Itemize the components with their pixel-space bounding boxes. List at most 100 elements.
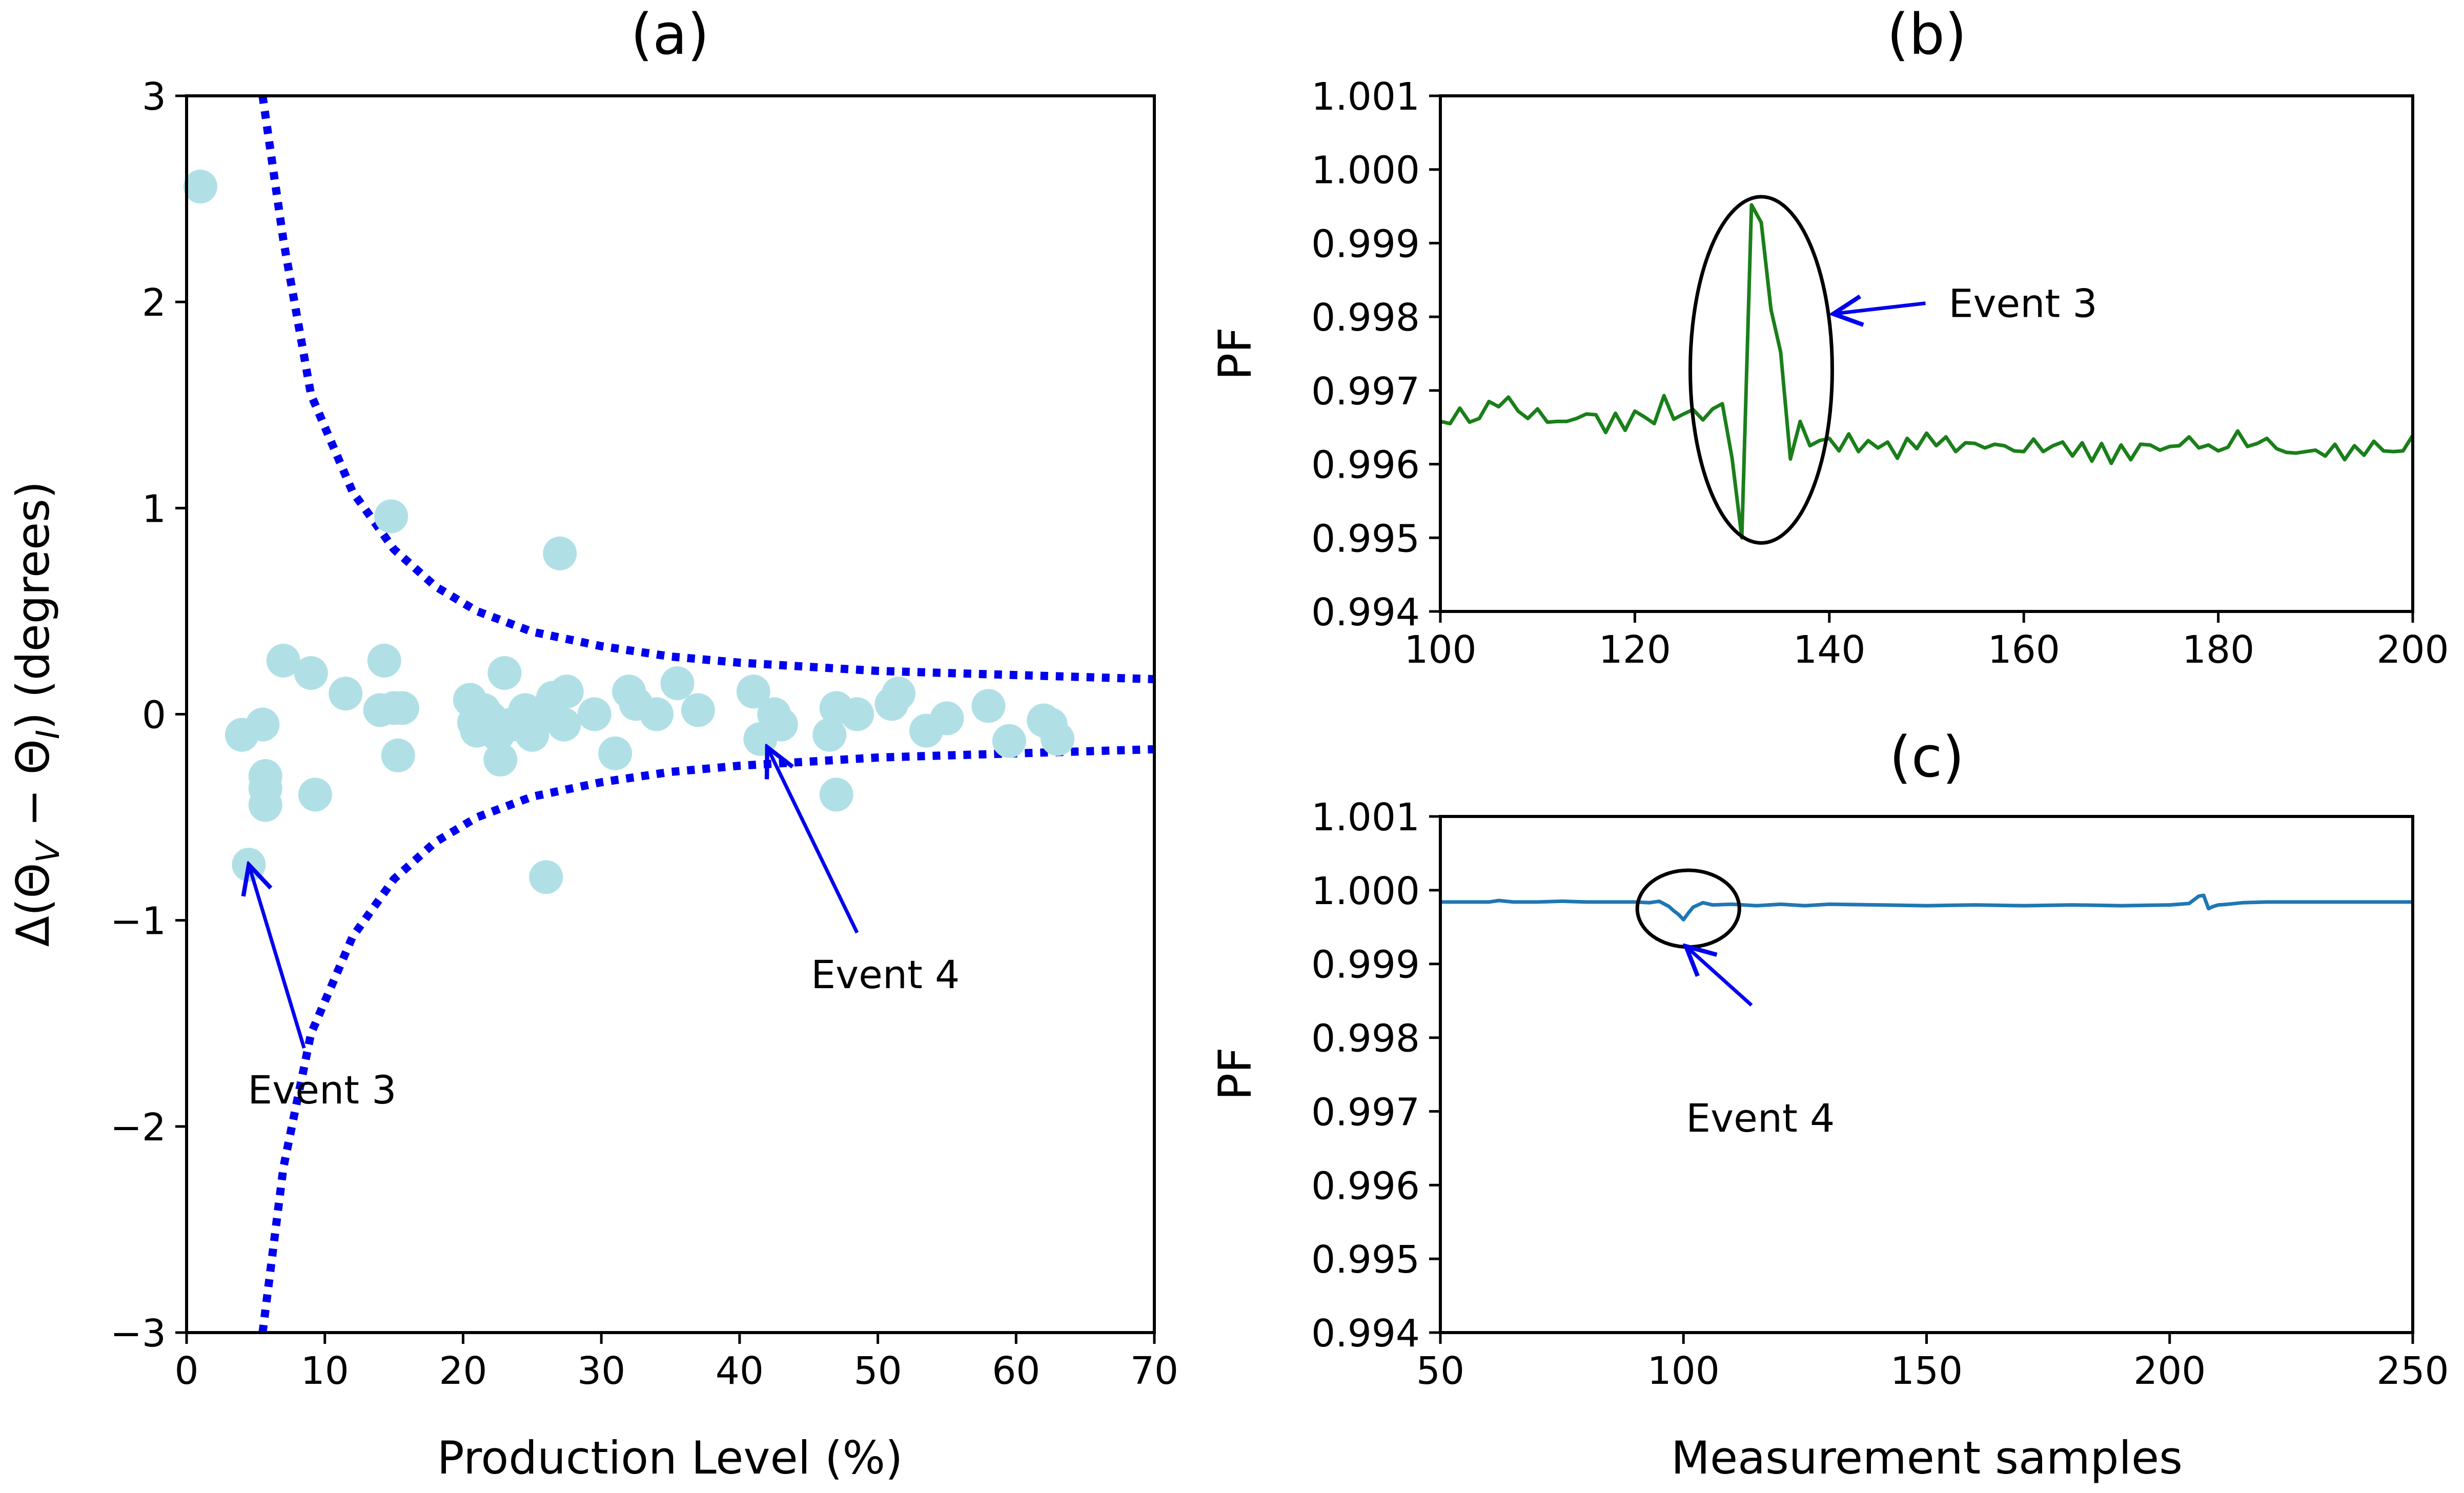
data-point: [681, 693, 715, 727]
event-3-arrow: [1833, 303, 1926, 314]
y-tick-label: −2: [110, 1106, 166, 1150]
y-tick-label: 0.995: [1311, 1238, 1420, 1282]
x-tick-label: 180: [2182, 628, 2254, 672]
data-point: [367, 643, 401, 678]
y-tick-label: 0: [142, 693, 166, 738]
y-tick-label: 0.998: [1311, 296, 1420, 340]
pf-series-line: [1440, 203, 2414, 540]
x-tick-label: 160: [1988, 628, 2060, 672]
data-point: [381, 738, 415, 772]
y-tick-label: 0.999: [1311, 222, 1420, 266]
y-tick-label: 0.998: [1311, 1017, 1420, 1061]
data-point: [547, 707, 581, 742]
panel-c-title: (c): [1889, 724, 1964, 790]
data-point: [736, 674, 770, 709]
panel-c-y-label: PF: [1209, 1047, 1261, 1100]
data-point: [840, 697, 874, 731]
panel-b-plot-frame: [1439, 94, 2414, 613]
y-tick-label: 3: [142, 75, 166, 119]
data-point: [640, 697, 674, 731]
panel-a-y-ticks: −3 −2 −1 0 1 2 3: [110, 75, 187, 1356]
y-tick-label: 0.994: [1311, 1312, 1420, 1356]
data-point: [246, 707, 280, 742]
panel-c-x-label: Measurement samples: [1671, 1431, 2183, 1484]
data-point: [183, 169, 217, 203]
x-tick-label: 200: [2133, 1349, 2206, 1393]
panel-c-plot-frame: [1439, 815, 2414, 1334]
x-tick-label: 70: [1130, 1349, 1178, 1393]
panel-a-x-ticks: 0 10 20 30 40 50 60 70: [174, 1333, 1178, 1393]
event-3-label: Event 3: [1948, 281, 2097, 326]
data-point: [971, 689, 1006, 723]
data-point: [577, 697, 612, 731]
event-4-label: Event 4: [1686, 1095, 1835, 1141]
event-4-arrow: [1686, 946, 1753, 1007]
event-3-arrow: [249, 865, 306, 1049]
data-point: [819, 778, 853, 812]
data-point: [992, 724, 1026, 758]
panel-c-y-ticks: 0.994 0.995 0.996 0.997 0.998 0.999 1.000 1.001: [1311, 795, 1440, 1356]
data-point: [298, 778, 332, 812]
x-tick-label: 0: [174, 1349, 198, 1393]
lower-bound-curve: [258, 745, 1155, 1333]
data-point: [294, 656, 328, 690]
panel-a-points: [183, 169, 1075, 894]
panel-a-bounds: [258, 95, 1155, 1333]
data-point: [374, 499, 409, 534]
y-tick-label: 2: [142, 281, 166, 325]
x-tick-label: 30: [577, 1349, 625, 1393]
y-tick-label: 0.994: [1311, 590, 1420, 635]
x-tick-label: 50: [853, 1349, 902, 1393]
data-point: [764, 707, 798, 742]
event-3-label: Event 3: [248, 1067, 396, 1113]
panel-a: (a) 0 10 20 30 40 50 60 70 −3 −2 −1 0 1 2 3 Productio…: [7, 2, 1178, 1484]
event-4-label: Event 4: [811, 952, 960, 997]
data-point: [529, 860, 563, 894]
x-tick-label: 10: [301, 1349, 349, 1393]
x-tick-label: 100: [1404, 628, 1476, 672]
data-point: [543, 536, 577, 570]
pf-series-line: [1440, 893, 2413, 922]
event-4-highlight-ellipse: [1635, 868, 1741, 949]
y-tick-label: 1.001: [1311, 75, 1420, 119]
panel-b-y-ticks: 0.994 0.995 0.996 0.997 0.998 0.999 1.000 1.001: [1311, 75, 1440, 635]
y-tick-label: −3: [110, 1312, 166, 1356]
event-4-arrow: [767, 747, 859, 934]
data-point: [329, 677, 363, 711]
y-tick-label: 0.997: [1311, 1090, 1420, 1134]
x-tick-label: 60: [992, 1349, 1040, 1393]
panel-b-title: (b): [1887, 2, 1967, 67]
data-point: [487, 656, 522, 690]
y-tick-label: 0.996: [1311, 1164, 1420, 1208]
data-point: [385, 691, 419, 725]
data-point: [266, 643, 300, 678]
y-tick-label: 0.999: [1311, 943, 1420, 987]
data-point: [882, 677, 916, 711]
y-tick-label: 1.000: [1311, 149, 1420, 193]
panel-a-title: (a): [630, 2, 709, 67]
event-3-highlight-ellipse: [1688, 195, 1834, 545]
upper-bound-curve: [258, 95, 1155, 684]
y-tick-label: 1.001: [1311, 795, 1420, 840]
y-tick-label: 1.000: [1311, 869, 1420, 913]
x-tick-label: 150: [1890, 1349, 1963, 1393]
x-tick-label: 100: [1647, 1349, 1720, 1393]
y-tick-label: 1: [142, 487, 166, 531]
y-tick-label: 0.995: [1311, 517, 1420, 561]
y-tick-label: 0.996: [1311, 443, 1420, 487]
x-tick-label: 40: [716, 1349, 764, 1393]
panel-a-y-label: Δ(ΘV − ΘI) (degrees): [7, 481, 67, 947]
data-point: [812, 718, 847, 752]
panel-c-x-ticks: 50 100 150 200 250: [1416, 1333, 2449, 1393]
panel-b-y-label: PF: [1209, 327, 1261, 380]
x-tick-label: 120: [1599, 628, 1671, 672]
panel-b: (b) 100 120 140 160 180 200 0.9940.9950.9960.…: [1209, 2, 2449, 672]
y-tick-label: −1: [110, 899, 166, 944]
data-point: [660, 666, 695, 701]
x-tick-label: 200: [2376, 628, 2449, 672]
data-point: [549, 674, 584, 709]
data-point: [248, 788, 282, 822]
data-point: [483, 742, 518, 776]
data-point: [1041, 722, 1075, 756]
